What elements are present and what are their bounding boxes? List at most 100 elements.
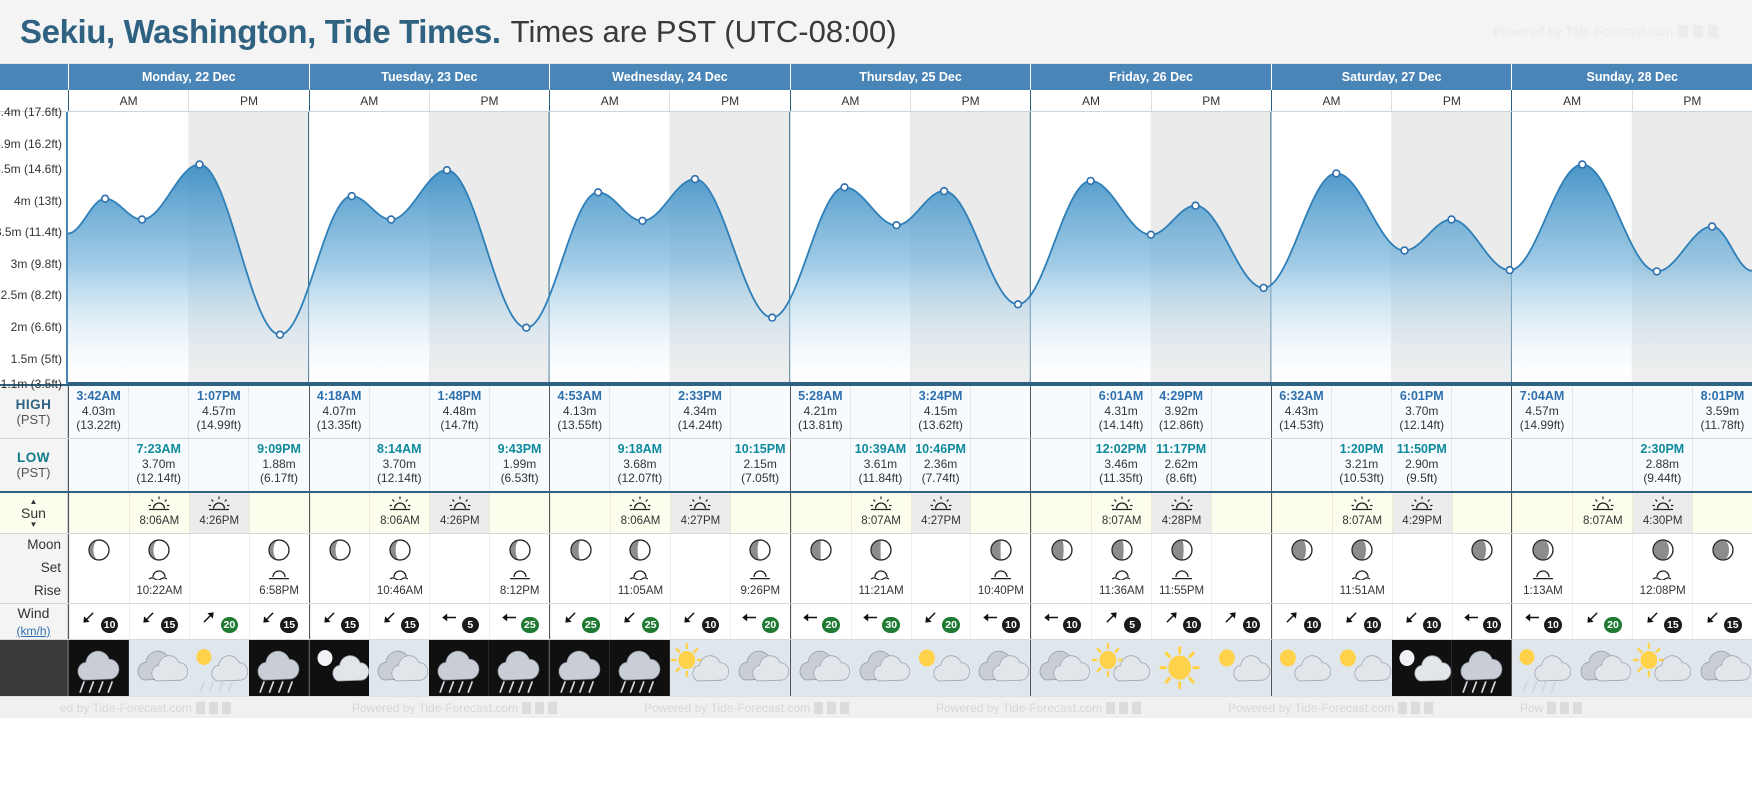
wind-units-link[interactable]: (km/h) [16,623,51,638]
high-tide-day-0: 3:42AM 4.03m (13.22ft) 1:07PM 4.57m (14.99ft) [68,386,309,438]
day-header-0: Monday, 22 Dec [68,64,309,90]
wind-direction-arrow-icon [1525,613,1539,622]
wind-badge: 10 [1462,608,1502,634]
wind-direction-arrow-icon [263,612,274,623]
wind-direction-arrow-icon [564,612,576,623]
y-axis-tick-9: 1.1m (3.5ft) [0,377,62,391]
weather-day-0 [68,639,309,696]
wind-cell: 10 [1391,603,1452,639]
sun-time: 8:06AM [139,515,180,528]
wind-badge: 5 [1102,608,1142,634]
moonset-icon [1652,567,1674,583]
low-tide-cell: 10:46PM 2.36m (7.74ft) [910,439,971,491]
low-tide-cell [428,439,489,491]
wind-day-3: 20 30 20 10 [789,603,1031,639]
footer-watermark-box-icon [196,701,206,714]
sun-cell: 8:07AM [850,493,911,533]
moonset-icon [630,570,649,581]
moonset-icon [148,570,168,581]
weather-icon-cloud [1572,639,1633,696]
low-tide-row: LOW (PST) 7:23AM 3.70m (12.14ft) 9:09PM 1.88… [0,438,1752,491]
high-tide-height-ft: (14.7ft) [440,417,479,432]
moon-cell: 11:36AM [1091,534,1152,603]
high-tide-time: 6:01AM [1098,389,1144,403]
moon-event-time: 8:12PM [499,585,540,598]
sunrise-sunset-icon [1111,496,1133,511]
weather-icon-svg [1210,639,1271,696]
high-tide-height-m: 4.31m [1104,403,1138,418]
wind-speed-badge: 15 [280,616,299,633]
sunrise-sunset-icon [1411,496,1433,514]
ampm-pm-3: PM [910,90,1030,111]
ampm-am-1: AM [360,93,379,108]
moon-phase-icon [809,538,833,565]
weather-icon-rain-night [248,639,309,696]
moon-phase-icon [1050,538,1074,565]
weather-icon-svg [910,639,971,696]
moonset-icon [870,567,892,583]
high-tide-cell [609,386,670,438]
low-tide-day-4: 12:02PM 3.46m (11.35ft) 11:17PM 2.62m (8.6ft) [1030,439,1271,491]
high-tide-time: 1:07PM [196,389,241,403]
high-tide-height-m: 3.92m [1164,403,1198,418]
sun-cell [1210,493,1271,533]
moon-phase-icon [1291,539,1313,561]
moon-cell: 10:22AM [128,534,189,603]
moon-day-2: 11:05AM 9:26PM [549,534,790,603]
footer-watermark-box-icon [1547,701,1557,714]
sunrise-sunset-icon [389,496,411,511]
moonrise-icon [1532,567,1554,583]
wind-speed-badge: 15 [160,616,179,633]
weather-icon-svg [1451,639,1512,696]
wind-direction-arrow-icon [741,609,758,629]
wind-direction-arrow-icon [1584,609,1601,629]
high-tide-height-m: 4.07m [322,403,356,418]
weather-icon-sunny [1151,639,1211,696]
weather-icon-svg [1091,639,1152,696]
moon-phase-icon [569,538,593,565]
ampm-group-4: AM PM [1030,90,1271,111]
high-tide-cell: 6:01PM 3.70m (12.14ft) [1391,386,1452,438]
wind-direction-arrow-icon [501,609,518,629]
sunrise-sunset-icon [1592,496,1614,514]
high-tide-time: 8:01PM [1700,389,1745,403]
high-tide-height-m: 3.59m [1705,403,1740,418]
low-tide-height-ft: (12.07ft) [617,470,663,485]
wind-badge: 30 [861,608,901,634]
y-axis-tick-3: 4m (13ft) [13,193,62,208]
low-tide-day-5: 1:20PM 3.21m (10.53ft) 11:50PM 2.90m (9.5ft) [1270,439,1512,491]
ampm-pm-6: PM [1631,90,1752,111]
moon-phase-icon [628,538,652,565]
sun-time: 4:30PM [1642,515,1683,528]
low-tide-time: 11:17PM [1156,442,1207,456]
wind-direction-arrow-icon [1464,613,1478,622]
low-tide-cell [550,439,610,491]
wind-cell: 25 [610,603,670,639]
moon-phase-icon [1351,539,1373,561]
weather-icon-svg [1512,639,1573,696]
wind-speed-badge: 25 [521,616,539,633]
ampm-group-0: AM PM [68,90,309,111]
high-tide-height-ft: (11.78ft) [1700,417,1745,432]
moon-cell [669,534,730,603]
wind-badge: 15 [1703,608,1743,634]
weather-icon-svg [729,639,790,696]
moon-phase-icon [1170,539,1193,561]
high-tide-height-ft: (14.99ft) [1519,417,1565,432]
wind-speed-badge: 10 [1544,616,1562,633]
moon-label: Moon Set Rise [0,534,68,603]
high-tide-height-ft: (13.35ft) [316,417,362,432]
sunrise-sunset-icon [1351,496,1373,511]
sun-cell [69,493,129,533]
ampm-am-0: AM [119,93,138,108]
high-tide-cell: 7:04AM 4.57m (14.99ft) [1512,386,1572,438]
moonrise-icon [749,567,771,583]
footer-watermark-box-icon [814,701,824,714]
low-tide-cell [188,439,249,491]
moonset-icon [389,570,409,581]
moon-cell: 6:58PM [248,534,309,603]
high-tide-day-1: 4:18AM 4.07m (13.35ft) 1:48PM 4.48m (14.7ft) [308,386,550,438]
moon-phase-icon [569,539,592,561]
wind-badge: 15 [1643,608,1683,634]
low-tide-cell: 10:39AM 3.61m (11.84ft) [849,439,911,491]
